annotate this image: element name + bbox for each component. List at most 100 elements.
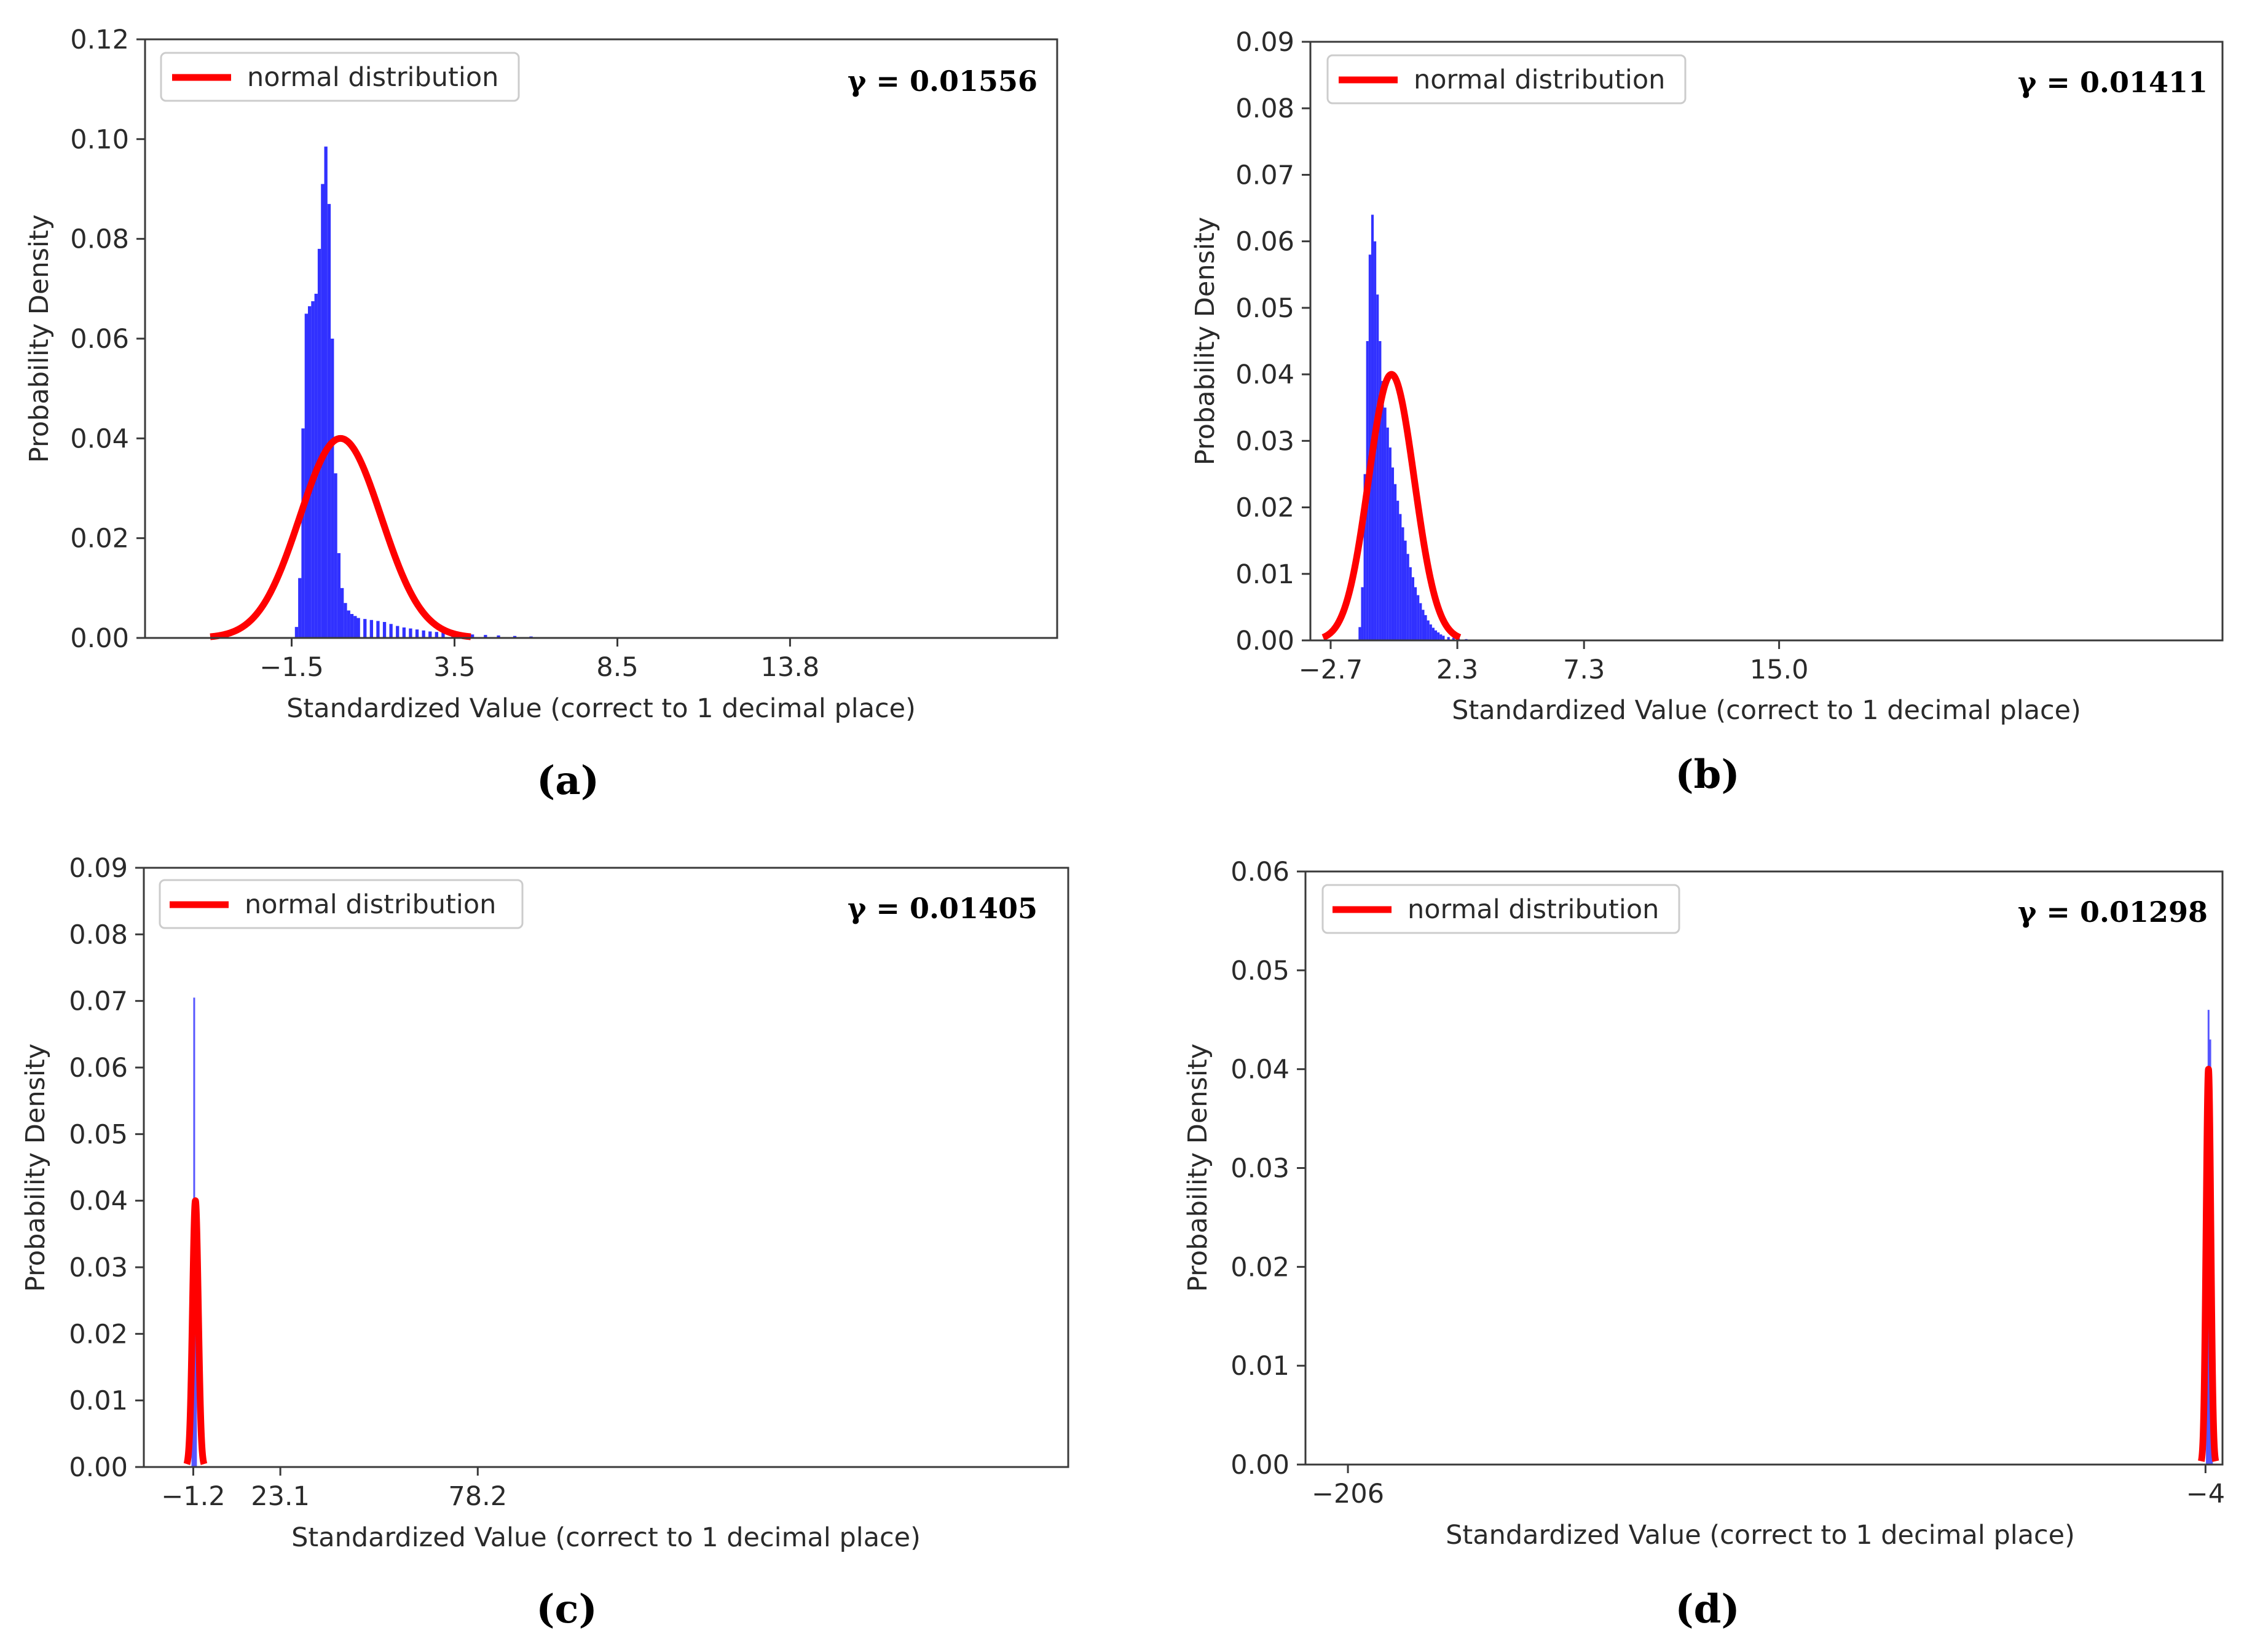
histogram-bar-27 — [409, 628, 412, 638]
histogram-bar-13 — [337, 553, 341, 638]
y-tick-label-2: 0.02 — [69, 1319, 128, 1350]
panel-d: 0.00 0.01 0.02 0.03 0.04 0.05 0.06 −206 −4 Stan… — [1183, 857, 2225, 1632]
histogram-bar-26 — [1424, 615, 1427, 640]
histogram-bar-2 — [301, 428, 305, 638]
x-tick-label-2: 7.3 — [1563, 655, 1605, 685]
normal-distribution-curve — [208, 435, 473, 640]
histogram-bar-38 — [513, 635, 517, 638]
legend-box — [1321, 884, 1680, 934]
histogram-bar-11 — [331, 339, 334, 638]
legend-label: normal distribution — [245, 889, 496, 920]
panel-label: (d) — [1675, 1586, 1739, 1632]
histogram-bar-14 — [1394, 484, 1397, 640]
legend: normal distribution — [160, 52, 520, 102]
y-tick-label-1: 0.01 — [69, 1386, 128, 1417]
panel-a: 0.00 0.02 0.04 0.06 0.08 0.10 0.12 −1.5 3.5 8.5 1… — [24, 25, 1058, 804]
histogram-bar-12 — [1388, 447, 1392, 640]
y-tick-label-6: 0.06 — [1235, 227, 1294, 258]
histogram-bar-16 — [347, 610, 350, 638]
panel-label: (a) — [537, 758, 599, 804]
histogram-bar-1 — [1361, 587, 1364, 640]
y-axis-ticks: 0.00 0.01 0.02 0.03 0.04 0.05 0.06 0.07 0.08 0.09 — [1235, 27, 1310, 656]
histogram-bar-16 — [1399, 514, 1402, 640]
histogram-bar-21 — [369, 620, 373, 638]
histogram-bar-7 — [317, 248, 321, 638]
x-tick-label-2: 8.5 — [596, 652, 638, 683]
histogram-bar-18 — [353, 616, 357, 638]
legend: normal distribution — [159, 879, 524, 929]
histogram-bar-25 — [396, 626, 400, 638]
y-tick-label-5: 0.05 — [1235, 293, 1294, 324]
histogram-bar-11 — [1386, 427, 1389, 640]
histogram-bar-32 — [441, 632, 445, 638]
panel-c: 0.00 0.01 0.02 0.03 0.04 0.05 0.06 0.07 0.08 0.09… — [20, 853, 1069, 1632]
y-tick-label-0: 0.00 — [1230, 1450, 1289, 1481]
y-tick-label-3: 0.06 — [70, 324, 129, 355]
histogram-bar-24 — [389, 624, 393, 638]
histogram-bar-13 — [1391, 467, 1395, 640]
plot-frame — [1304, 870, 2224, 1466]
normal-distribution-curve — [2198, 1066, 2219, 1465]
legend: normal distribution — [1326, 54, 1687, 104]
gamma-annotation: γ = 0.01405 — [848, 892, 1037, 925]
legend-label: normal distribution — [1414, 65, 1665, 95]
y-axis-label: Probability Density — [1190, 217, 1221, 465]
histogram-bar-23 — [382, 622, 387, 638]
x-tick-label-3: 13.8 — [761, 652, 820, 683]
y-tick-label-9: 0.09 — [1235, 27, 1294, 58]
histogram-bar-0 — [1358, 627, 1361, 640]
histogram-bar-10 — [1384, 407, 1387, 640]
y-tick-label-6: 0.06 — [1230, 857, 1289, 887]
y-tick-label-8: 0.08 — [1235, 93, 1294, 124]
x-axis-label: Standardized Value (correct to 1 decimal… — [1446, 1520, 2075, 1551]
histogram-bar-2 — [1363, 474, 1366, 640]
x-tick-label-1: 23.1 — [251, 1481, 310, 1512]
histogram-bar-35 — [1452, 637, 1455, 640]
panel-label: (c) — [536, 1586, 597, 1632]
histogram-bar-28 — [1429, 624, 1432, 640]
histogram-bar-20 — [363, 619, 367, 638]
histogram-bar-31 — [1437, 632, 1440, 640]
legend-box — [1326, 54, 1687, 104]
x-axis-ticks: −206 −4 — [1312, 1465, 2225, 1509]
histogram-bar-22 — [376, 621, 380, 638]
y-tick-label-2: 0.02 — [1230, 1252, 1289, 1283]
histogram-bar-9 — [324, 146, 328, 639]
histogram-bars — [294, 146, 533, 639]
legend-label: normal distribution — [247, 62, 498, 93]
y-tick-label-3: 0.03 — [1235, 426, 1294, 457]
x-axis-label: Standardized Value (correct to 1 decimal… — [286, 693, 916, 724]
y-tick-label-3: 0.03 — [69, 1253, 128, 1283]
panel-label: (b) — [1675, 752, 1739, 798]
x-tick-label-2: 78.2 — [448, 1481, 507, 1512]
histogram-bar-28 — [415, 629, 419, 638]
histogram-bar-21 — [1411, 577, 1415, 640]
y-tick-label-6: 0.06 — [69, 1053, 128, 1084]
histogram-bar-25 — [1422, 610, 1425, 640]
y-tick-label-8: 0.08 — [69, 919, 128, 950]
gamma-annotation: γ = 0.01556 — [848, 65, 1037, 98]
y-tick-label-7: 0.07 — [1235, 160, 1294, 191]
histogram-bar-17 — [350, 614, 354, 638]
histogram-bar-24 — [1419, 603, 1422, 640]
histogram-bar-33 — [1442, 635, 1445, 640]
histogram-bar-29 — [422, 630, 425, 638]
x-tick-label-1: 3.5 — [433, 652, 475, 683]
y-tick-label-2: 0.04 — [70, 423, 129, 454]
y-tick-label-0: 0.00 — [69, 1452, 128, 1483]
legend-box — [160, 52, 520, 102]
histogram-bar-5 — [1371, 214, 1374, 640]
histogram-bar-9 — [1381, 380, 1384, 640]
histogram-bar-30 — [428, 631, 432, 638]
x-tick-label-3: 15.0 — [1750, 655, 1809, 685]
histogram-bar-8 — [321, 184, 325, 639]
x-axis-label: Standardized Value (correct to 1 decimal… — [291, 1522, 921, 1553]
plot-frame — [144, 38, 1058, 639]
histogram-bar-14 — [341, 588, 344, 638]
y-tick-label-0: 0.00 — [1235, 626, 1294, 656]
y-tick-label-5: 0.05 — [69, 1119, 128, 1150]
plot-frame — [143, 867, 1069, 1468]
histogram-bar-3 — [304, 313, 308, 639]
x-tick-label-0: −1.5 — [259, 652, 323, 683]
